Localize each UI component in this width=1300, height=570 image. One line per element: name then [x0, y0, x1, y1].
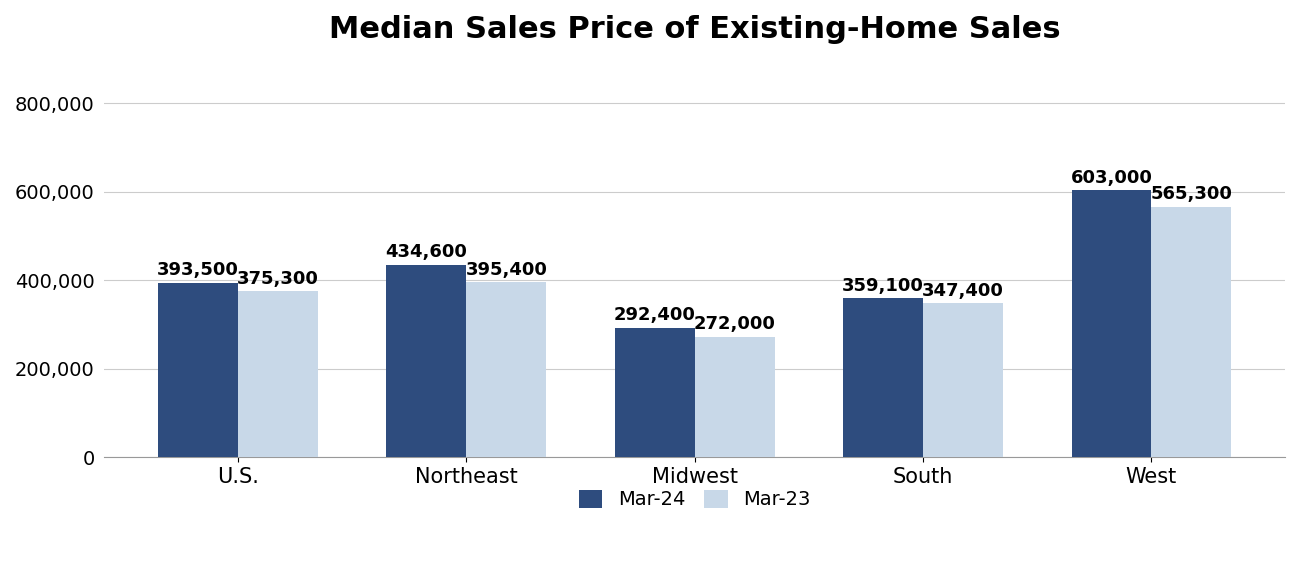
Text: 603,000: 603,000 — [1070, 169, 1152, 187]
Title: Median Sales Price of Existing-Home Sales: Median Sales Price of Existing-Home Sale… — [329, 15, 1061, 44]
Text: 565,300: 565,300 — [1150, 185, 1232, 203]
Bar — [238, 291, 318, 457]
Bar — [386, 265, 467, 457]
Bar — [467, 282, 546, 457]
Bar — [1071, 190, 1152, 457]
Text: 292,400: 292,400 — [614, 306, 696, 324]
Bar — [923, 303, 1004, 457]
Legend: Mar-24, Mar-23: Mar-24, Mar-23 — [569, 481, 820, 519]
Text: 359,100: 359,100 — [842, 276, 924, 295]
Text: 347,400: 347,400 — [922, 282, 1004, 300]
Text: 375,300: 375,300 — [237, 270, 318, 287]
Text: 272,000: 272,000 — [694, 315, 776, 333]
Text: 395,400: 395,400 — [465, 260, 547, 279]
Bar — [844, 298, 923, 457]
Bar — [694, 337, 775, 457]
Bar — [615, 328, 694, 457]
Text: 393,500: 393,500 — [157, 262, 239, 279]
Bar — [1152, 207, 1231, 457]
Text: 434,600: 434,600 — [386, 243, 468, 261]
Bar — [159, 283, 238, 457]
